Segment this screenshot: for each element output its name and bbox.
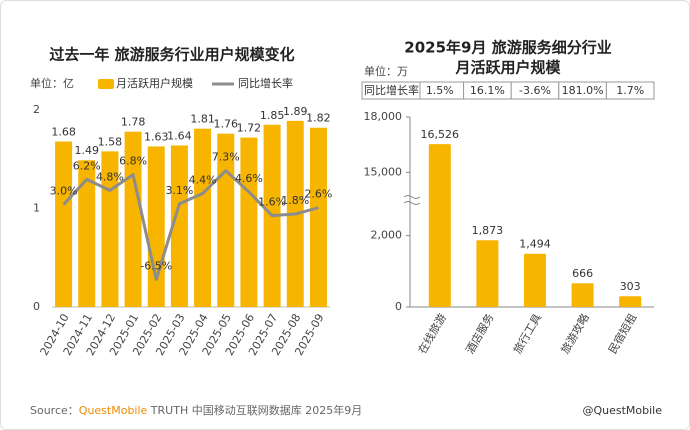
- table-value: 1.7%: [616, 84, 644, 97]
- bar: [571, 283, 594, 307]
- table-value: -3.6%: [519, 84, 551, 97]
- break-mark: [403, 195, 421, 199]
- bar: [428, 144, 451, 307]
- bar-label: 1.89: [283, 105, 308, 118]
- bar: [619, 296, 642, 307]
- bar: [309, 127, 327, 307]
- right-title: 2025年9月 旅游服务细分行业: [404, 39, 611, 57]
- y-tick-label: 0: [395, 300, 402, 313]
- source-rest: TRUTH 中国移动互联网数据库 2025年9月: [147, 403, 362, 417]
- y-tick-label: 2,000: [371, 229, 403, 242]
- bar-label: 666: [572, 267, 593, 280]
- bar-label: 1.81: [190, 113, 215, 126]
- line-label: 2.6%: [304, 188, 332, 201]
- table-header: 同比增长率: [364, 83, 419, 97]
- line-label: 1.6%: [258, 196, 286, 209]
- bar: [78, 160, 96, 307]
- line-label: -6.5%: [140, 259, 172, 272]
- bar: [240, 137, 258, 307]
- left-title: 过去一年 旅游服务行业用户规模变化: [49, 46, 294, 64]
- table-value: 181.0%: [562, 84, 604, 97]
- bar: [194, 128, 212, 307]
- line-label: 4.4%: [189, 174, 217, 187]
- bar-label: 1,873: [472, 224, 504, 237]
- y-tick-label: 0: [33, 300, 40, 313]
- bar-label: 1.58: [98, 135, 123, 148]
- line-label: 3.0%: [50, 185, 78, 198]
- bar-label: 1.85: [260, 109, 285, 122]
- bar-label: 1.49: [75, 144, 100, 157]
- source-brand: QuestMobile: [79, 404, 148, 417]
- watermark: @QuestMobile: [582, 404, 662, 417]
- y-tick-label: 18,000: [364, 110, 403, 123]
- legend-label: 月活跃用户规模: [116, 76, 193, 90]
- line-label: 6.2%: [73, 159, 101, 172]
- bar-label: 1.72: [237, 122, 262, 135]
- bar-label: 16,526: [421, 128, 460, 141]
- bar-label: 1.82: [306, 112, 331, 125]
- table-value: 16.1%: [470, 84, 505, 97]
- table-cell: [605, 81, 655, 100]
- bar: [101, 151, 119, 307]
- bar-label: 1.63: [144, 130, 169, 143]
- bar: [170, 145, 188, 307]
- bar-label: 1.76: [214, 118, 239, 131]
- bar-label: 1.68: [51, 126, 76, 139]
- bar: [124, 131, 142, 307]
- y-tick-label: 15,000: [364, 165, 403, 178]
- left-unit: 单位：亿: [30, 76, 74, 90]
- growth-table: 同比增长率 1.5% 16.1% -3.6% 181.0% 1.7%: [361, 81, 655, 100]
- y-tick-label: 1: [33, 202, 40, 215]
- source: Source：QuestMobile TRUTH 中国移动互联网数据库 2025…: [30, 403, 362, 417]
- y-tick-label: 2: [33, 103, 40, 116]
- table-value: 1.5%: [426, 84, 454, 97]
- bar-label: 1.78: [121, 116, 146, 129]
- bar: [147, 146, 165, 307]
- line-label: 1.8%: [281, 194, 309, 207]
- line-label: 7.3%: [212, 151, 240, 164]
- bar-label: 1,494: [519, 238, 551, 251]
- line-label: 6.8%: [119, 155, 147, 168]
- bar: [476, 240, 499, 307]
- bar-label: 303: [620, 280, 641, 293]
- line-label: 3.1%: [165, 184, 193, 197]
- line-label: 4.6%: [235, 172, 263, 185]
- break-mark: [403, 201, 421, 205]
- right-unit: 单位：万: [364, 64, 408, 78]
- legend-label: 同比增长率: [238, 76, 293, 90]
- right-title: 月活跃用户规模: [454, 59, 561, 77]
- bar-label: 1.64: [167, 129, 192, 142]
- axis-break: [403, 195, 421, 205]
- bar: [55, 141, 73, 307]
- source-prefix: Source：: [30, 404, 79, 417]
- bar: [217, 133, 235, 307]
- line-label: 4.8%: [96, 170, 124, 183]
- legend-swatch: [98, 79, 114, 89]
- growth-line: [62, 169, 319, 281]
- bar: [524, 253, 546, 307]
